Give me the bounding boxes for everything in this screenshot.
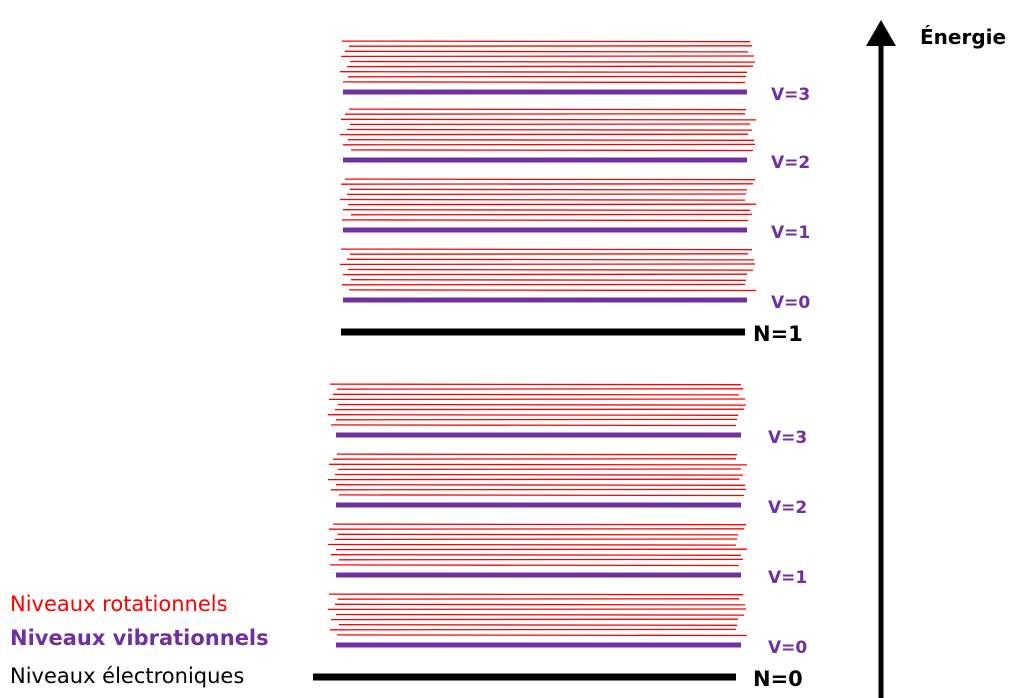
- rotational-level-line: [332, 393, 740, 396]
- vibrational-level-label: V=2: [771, 153, 810, 173]
- rotational-level-line: [348, 108, 747, 111]
- vibrational-level-label: V=3: [771, 85, 810, 105]
- rotational-level-line: [346, 128, 753, 131]
- vibrational-level-label: V=1: [768, 568, 807, 588]
- rotational-level-line: [335, 613, 745, 616]
- rotational-level-line: [328, 593, 744, 596]
- rotational-level-line: [337, 403, 747, 406]
- electronic-level-label: N=0: [753, 667, 803, 691]
- rotational-level-line: [329, 564, 740, 567]
- rotational-level-line: [341, 219, 749, 222]
- rotational-level-line: [347, 268, 754, 271]
- energy-levels-group: N=0 V=0 V=1 V=2 V=3 N=1 V=0 V=1 V=2 V=3: [313, 40, 810, 691]
- vibrational-level-label: V=2: [768, 498, 807, 518]
- rotational-level-line: [349, 60, 756, 63]
- rotational-level-line: [337, 533, 739, 536]
- rotational-level-line: [347, 139, 755, 141]
- rotational-level-line: [338, 494, 745, 497]
- rotational-level-line: [329, 383, 742, 386]
- rotational-level-line: [342, 209, 751, 211]
- rotational-level-line: [349, 188, 748, 191]
- rotational-level-line: [336, 453, 738, 456]
- rotational-level-line: [335, 484, 746, 486]
- rotational-level-line: [334, 473, 744, 476]
- rotational-level-line: [332, 523, 747, 526]
- rotational-level-line: [327, 543, 737, 546]
- rotational-level-line: [346, 258, 755, 261]
- legend-rotational: Niveaux rotationnels: [10, 592, 228, 616]
- rotational-level-line: [339, 71, 748, 73]
- energy-axis: Énergie: [866, 20, 1006, 698]
- rotational-level-line: [330, 424, 737, 427]
- rotational-level-line: [334, 603, 746, 606]
- rotational-level-line: [327, 414, 739, 416]
- energy-axis-arrowhead: [866, 20, 896, 46]
- rotational-level-line: [336, 634, 748, 637]
- legend-electronic: Niveaux électroniques: [10, 664, 245, 688]
- rotational-level-line: [350, 149, 754, 152]
- rotational-level-line: [350, 279, 747, 281]
- vibrational-level-label: V=0: [771, 293, 810, 313]
- rotational-level-line: [328, 463, 748, 466]
- vibrational-level-label: V=3: [768, 428, 807, 448]
- energy-axis-label: Énergie: [920, 25, 1006, 49]
- vibrational-level-label: V=1: [771, 223, 810, 243]
- rotational-level-line: [340, 118, 757, 121]
- rotational-level-line: [330, 554, 742, 556]
- rotational-level-line: [348, 289, 757, 292]
- vibrational-level-label: V=0: [768, 638, 807, 658]
- rotational-level-line: [344, 50, 749, 53]
- rotational-level-line: [341, 40, 751, 43]
- rotational-level-line: [340, 248, 753, 251]
- legend-vibrational: Niveaux vibrationnels: [10, 626, 269, 650]
- rotational-level-line: [342, 81, 746, 84]
- rotational-level-line: [338, 624, 738, 626]
- rotational-level-line: [344, 178, 756, 181]
- rotational-level-line: [339, 198, 746, 201]
- electronic-level-label: N=1: [753, 322, 803, 346]
